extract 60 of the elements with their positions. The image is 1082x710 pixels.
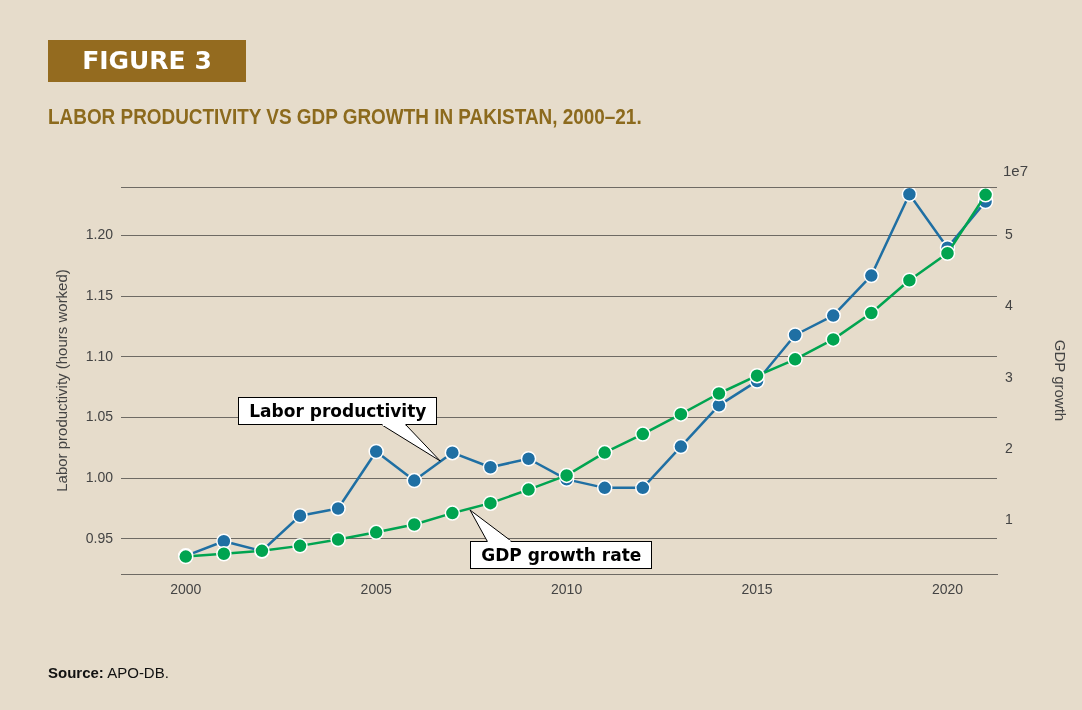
y2-tick-label: 3 (1005, 368, 1013, 385)
point (596, 480, 613, 496)
y2-tick-label: 2 (1005, 439, 1013, 456)
callout-box: GDP growth rate (469, 508, 653, 569)
y2-axis-title: GDP growth (1051, 339, 1069, 422)
point (292, 538, 308, 554)
point (787, 327, 803, 343)
point (977, 187, 994, 203)
point (635, 480, 651, 496)
x-tick-label: 2015 (741, 581, 773, 598)
callout-box: Labor productivity (238, 397, 441, 463)
point (330, 531, 346, 548)
point (825, 331, 841, 348)
point (863, 267, 880, 284)
y-tick-label: 1.05 (85, 408, 114, 425)
x-tick-label: 2010 (551, 581, 583, 598)
x-tick-label: 2020 (931, 581, 964, 598)
point (368, 443, 384, 460)
point (787, 351, 803, 368)
y2-tick-label: 5 (1005, 226, 1013, 243)
x-tick-label: 2000 (170, 581, 202, 598)
point (520, 451, 537, 467)
y-tick-label: 0.95 (85, 529, 114, 546)
annotation: GDP growth rate (470, 540, 653, 569)
source-note: Source: APO-DB. (48, 664, 169, 681)
point (901, 272, 918, 289)
point (558, 467, 575, 484)
y-tick-label: 1.10 (85, 347, 114, 364)
point (673, 406, 689, 422)
point (292, 508, 308, 524)
point (901, 187, 918, 203)
point (330, 500, 346, 517)
point (216, 545, 232, 562)
point (520, 481, 537, 498)
y-tick-label: 1.15 (85, 287, 114, 304)
point (406, 472, 423, 489)
point (939, 245, 956, 261)
point (482, 495, 499, 511)
point (711, 385, 727, 402)
caption: FIGURE 3 (48, 40, 246, 82)
point (635, 426, 651, 442)
y2-tick-label: 4 (1005, 297, 1013, 314)
point (406, 516, 423, 533)
point (673, 438, 689, 455)
point (596, 444, 613, 461)
point (482, 459, 499, 475)
point (863, 305, 880, 321)
point (368, 524, 384, 541)
point (749, 367, 765, 384)
y-tick-label: 1.00 (85, 469, 114, 486)
chart-title: LABOR PRODUCTIVITY VS GDP GROWTH IN PAKISTAN, 2000–21. (48, 104, 642, 130)
text: 1e7 (1003, 161, 1029, 179)
point (444, 444, 461, 461)
y2-tick-label: 1 (1005, 511, 1013, 528)
point (444, 505, 461, 521)
y-axis-title: Labor productivity (hours worked) (53, 269, 71, 492)
y-tick-label: 1.20 (85, 226, 114, 243)
point (825, 307, 841, 324)
annotation: Labor productivity (238, 397, 438, 426)
x-tick-label: 2005 (360, 581, 392, 598)
